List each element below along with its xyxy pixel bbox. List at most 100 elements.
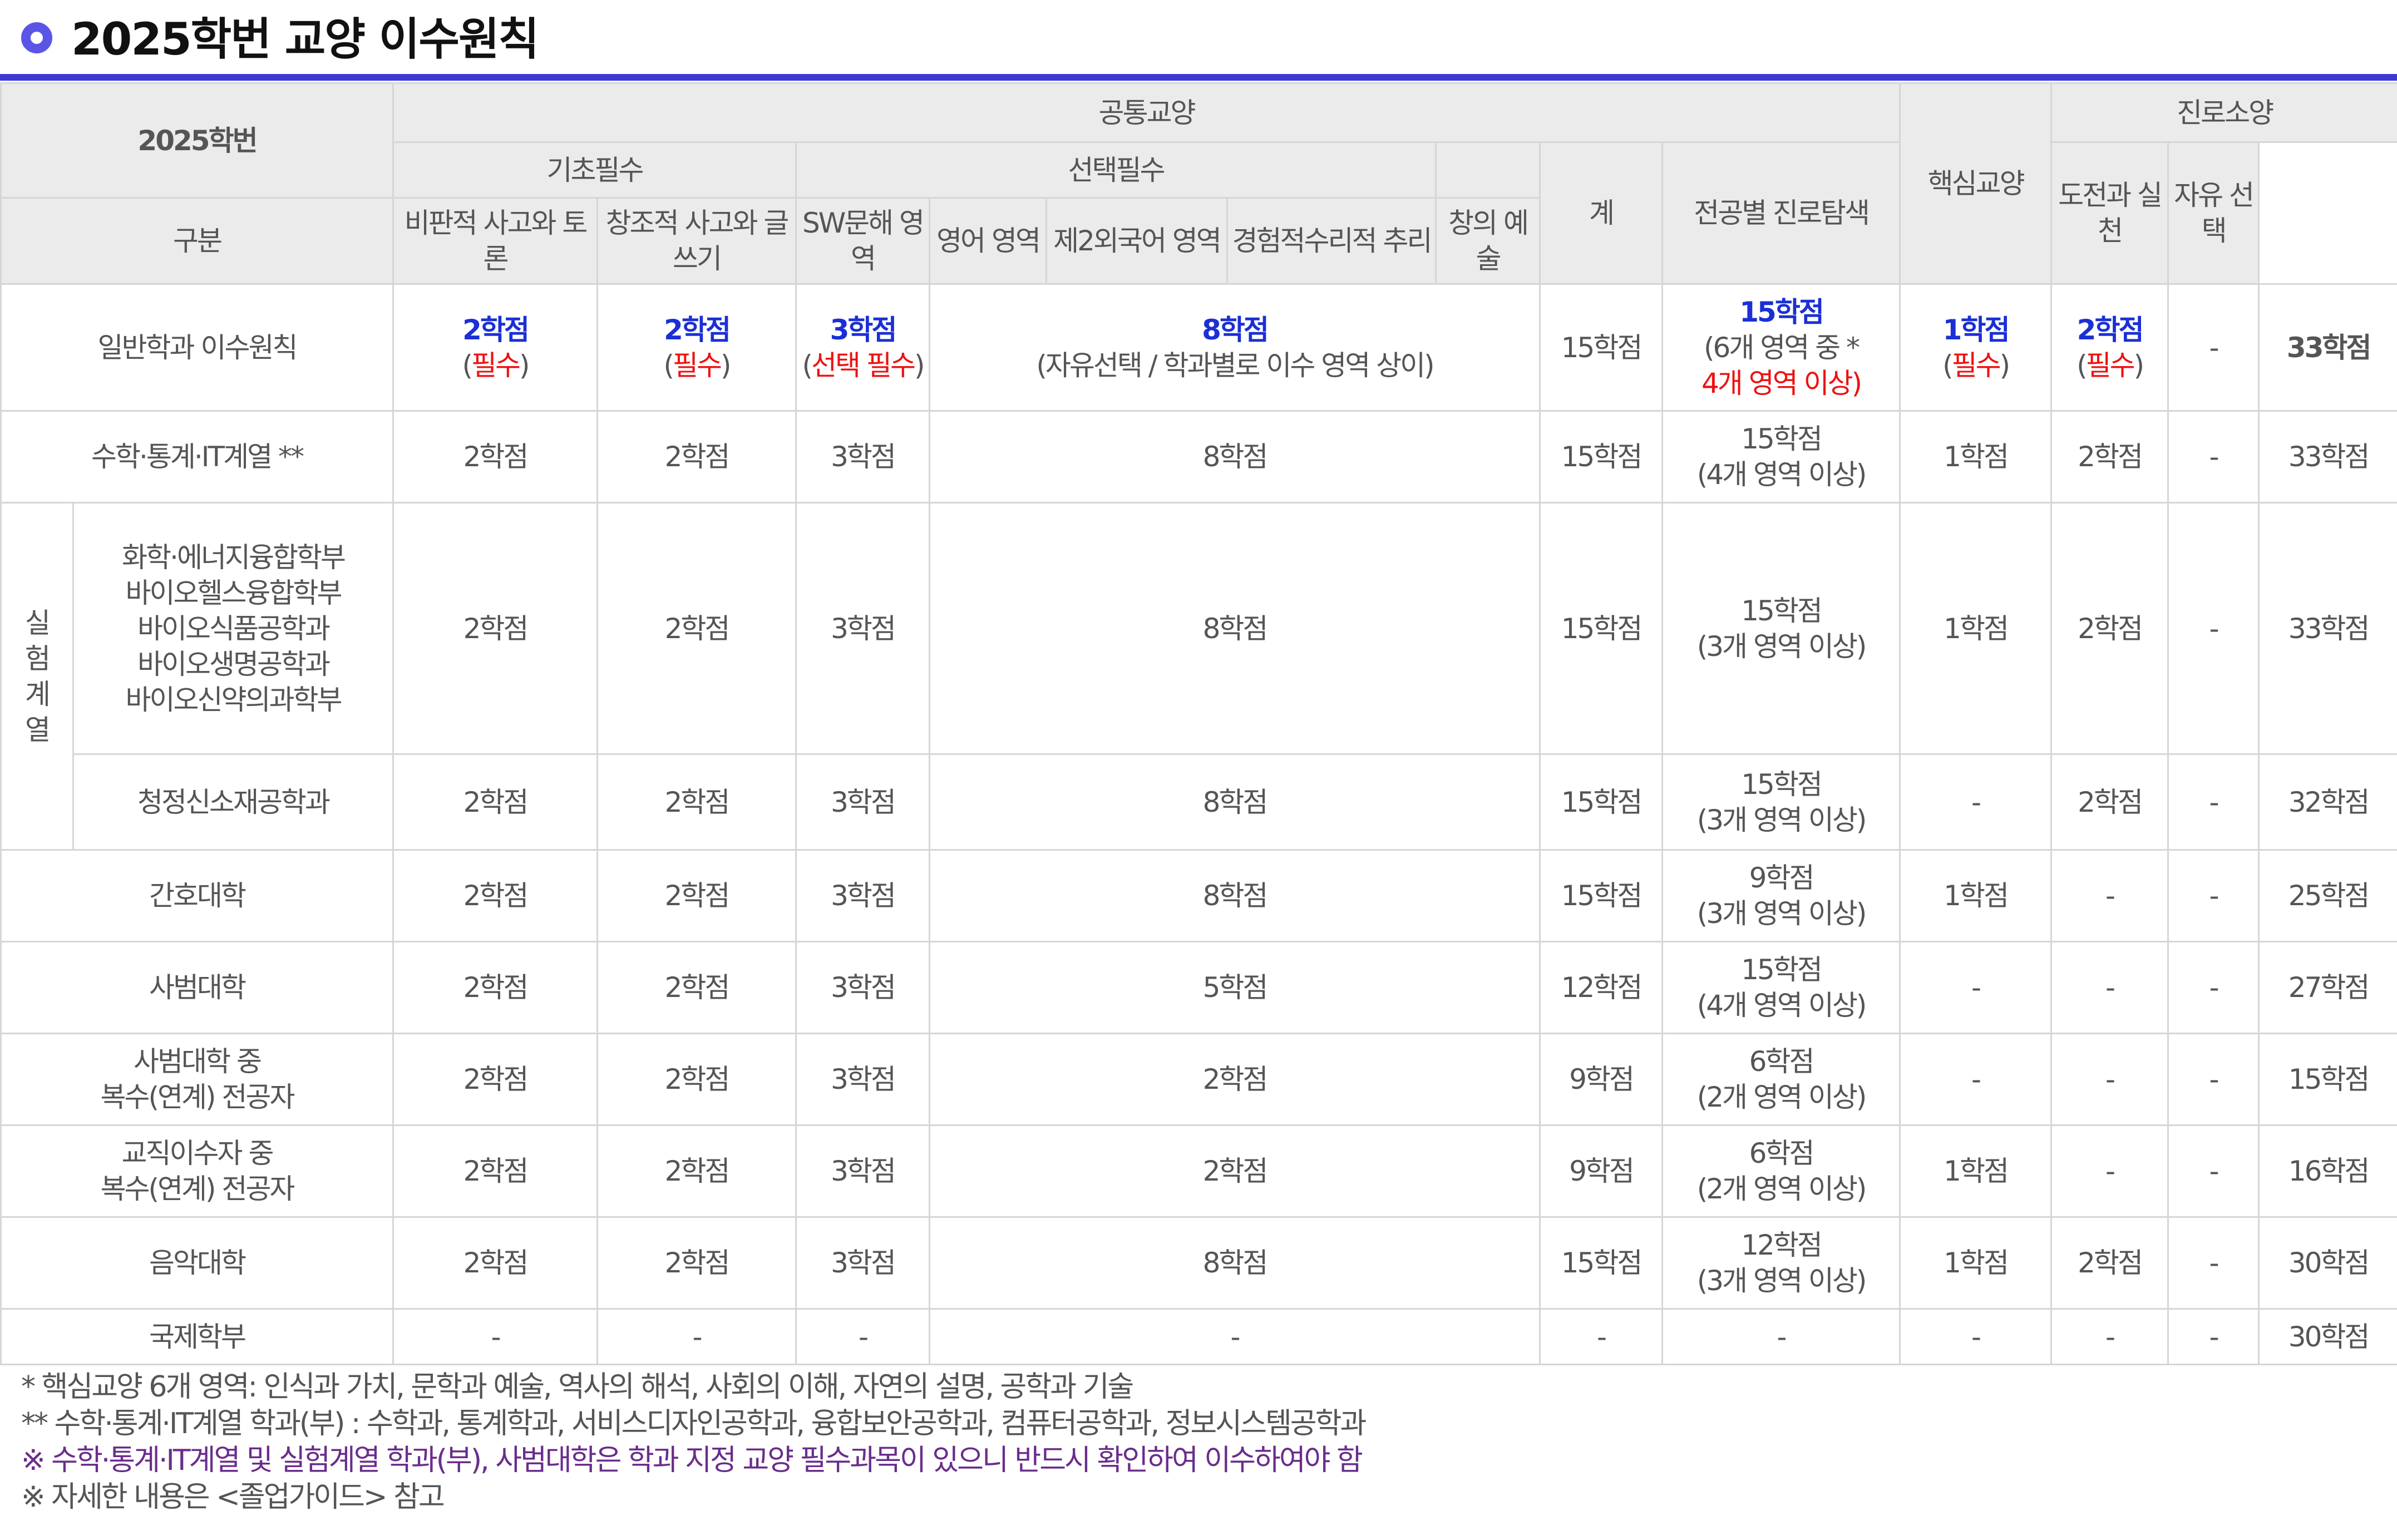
table-row: 사범대학 2학점 2학점 3학점 5학점 12학점 15학점 (4개 영역 이상)… <box>0 941 2397 1034</box>
cell-core: 15학점 (4개 영역 이상) <box>1661 410 1901 504</box>
header-subtotal: 계 <box>1539 141 1664 285</box>
cell-free: - <box>2167 283 2260 412</box>
cell-critical: - <box>392 1308 599 1365</box>
cell-creative: 2학점 <box>596 410 797 504</box>
cell-elective: 8학점 <box>929 849 1541 942</box>
cell-subtotal: - <box>1539 1308 1664 1365</box>
header-common: 공통교양 <box>392 82 1901 143</box>
header-year: 2025학번 <box>0 82 394 199</box>
cell-critical: 2학점 <box>392 941 599 1034</box>
cell-creative: 2학점 <box>596 941 797 1034</box>
cell-explore: 1학점 <box>1899 410 2053 504</box>
cell-total: 33학점 <box>2258 283 2397 412</box>
cell-free: - <box>2167 1124 2260 1218</box>
header-art: 창의 예술 <box>1435 197 1541 285</box>
cell-explore: - <box>1899 1308 2053 1365</box>
table-row: 일반학과 이수원칙 2학점 (필수) 2학점 (필수) 3학점 (선택 필수) 8학점… <box>0 283 2397 412</box>
footnote-core-areas: * 핵심교양 6개 영역: 인식과 가치, 문학과 예술, 역사의 해석, 사회… <box>21 1370 1134 1404</box>
cell-free: - <box>2167 1033 2260 1126</box>
table-row: 실험계열 화학·에너지융합학부 바이오헬스융합학부 바이오식품공학과 바이오생명… <box>0 502 2397 851</box>
header-second-lang: 제2외국어 영역 <box>1045 197 1229 285</box>
cell-sw: - <box>795 1308 931 1365</box>
title-divider <box>0 74 2397 81</box>
cell-critical: 2학점 <box>392 1216 599 1310</box>
cell-free: - <box>2167 849 2260 942</box>
cell-elective: 2학점 <box>929 1124 1541 1218</box>
footnotes: * 핵심교양 6개 영역: 인식과 가치, 문학과 예술, 역사의 해석, 사회… <box>21 1369 2358 1516</box>
cell-core: 6학점 (2개 영역 이상) <box>1661 1124 1901 1218</box>
cell-subtotal: 15학점 <box>1539 283 1664 412</box>
cell-critical: 2학점 <box>392 1124 599 1218</box>
cell-total: 16학점 <box>2258 1124 2397 1218</box>
row-name: 청정신소재공학과 <box>72 753 394 851</box>
title-bar: 2025학번 교양 이수원칙 <box>0 0 2397 83</box>
cell-core: - <box>1661 1308 1901 1365</box>
cell-creative: 2학점 (필수) <box>596 283 797 412</box>
header-challenge: 도전과 실천 <box>2050 141 2169 285</box>
row-name: 일반학과 이수원칙 <box>0 283 394 412</box>
cell-elective: 8학점 (자유선택 / 학과별로 이수 영역 상이) <box>929 283 1541 412</box>
cell-sw: 3학점 <box>795 1216 931 1310</box>
footnote-required-warning: ※ 수학·통계·IT계열 및 실험계열 학과(부), 사범대학은 학과 지정 교… <box>21 1444 1363 1477</box>
header-elective-required: 선택필수 <box>795 141 1437 199</box>
cell-explore: 1학점 <box>1899 1216 2053 1310</box>
cell-explore: 1학점 <box>1899 849 2053 942</box>
table-row: 수학·통계·IT계열 ** 2학점 2학점 3학점 8학점 15학점 15학점(… <box>0 410 2397 504</box>
cell-elective: 8학점 <box>929 753 1541 851</box>
cell-elective: - <box>929 1308 1541 1365</box>
cell-total: 30학점 <box>2258 1216 2397 1310</box>
cell-free: - <box>2167 502 2260 755</box>
header-free: 자유 선택 <box>2167 141 2260 285</box>
cell-free: - <box>2167 1308 2260 1365</box>
row-name: 사범대학 중 복수(연계) 전공자 <box>0 1033 394 1126</box>
cell-subtotal: 15학점 <box>1539 502 1664 755</box>
cell-challenge: - <box>2050 1308 2169 1365</box>
cell-elective: 5학점 <box>929 941 1541 1034</box>
cell-total: 33학점 <box>2258 502 2397 755</box>
cell-total: 32학점 <box>2258 753 2397 851</box>
cell-challenge: - <box>2050 1124 2169 1218</box>
header-sw: SW문해 영역 <box>795 197 931 285</box>
cell-critical: 2학점 (필수) <box>392 283 599 412</box>
table-row: 국제학부 - - - - - - - - - 30학점 <box>0 1308 2397 1365</box>
header-core: 핵심교양 <box>1899 82 2053 285</box>
cell-core: 12학점 (3개 영역 이상) <box>1661 1216 1901 1310</box>
cell-critical: 2학점 <box>392 502 599 755</box>
cell-core: 9학점 (3개 영역 이상) <box>1661 849 1901 942</box>
cell-explore: - <box>1899 941 2053 1034</box>
cell-total: 25학점 <box>2258 849 2397 942</box>
cell-core: 15학점 (6개 영역 중 * 4개 영역 이상) <box>1661 283 1901 412</box>
cell-sw: 3학점 <box>795 410 931 504</box>
table-row: 간호대학 2학점 2학점 3학점 8학점 15학점 9학점 (3개 영역 이상) … <box>0 849 2397 942</box>
cell-challenge: 2학점 (필수) <box>2050 283 2169 412</box>
header-basic-required: 기초필수 <box>392 141 797 199</box>
ring-bullet-icon <box>21 22 52 53</box>
footnote-math-it-departments: ** 수학·통계·IT계열 학과(부) : 수학과, 통계학과, 서비스디자인공… <box>21 1407 1367 1440</box>
table-row: 음악대학 2학점 2학점 3학점 8학점 15학점 12학점 (3개 영역 이상)… <box>0 1216 2397 1310</box>
cell-free: - <box>2167 941 2260 1034</box>
cell-creative: - <box>596 1308 797 1365</box>
cell-core: 15학점 (3개 영역 이상) <box>1661 753 1901 851</box>
cell-subtotal: 15학점 <box>1539 1216 1664 1310</box>
header-career: 진로소양 <box>2050 82 2397 143</box>
row-name: 수학·통계·IT계열 ** <box>0 410 394 504</box>
cell-elective: 2학점 <box>929 1033 1541 1126</box>
table-row: 청정신소재공학과 2학점 2학점 3학점 8학점 15학점 15학점 (3개 영역… <box>1 753 2397 851</box>
row-name: 교직이수자 중 복수(연계) 전공자 <box>0 1124 394 1218</box>
cell-core: 15학점 (4개 영역 이상) <box>1661 941 1901 1034</box>
cell-sw: 3학점 <box>795 502 931 755</box>
cell-subtotal: 15학점 <box>1539 849 1664 942</box>
cell-total: 30학점 <box>2258 1308 2397 1365</box>
cell-challenge: - <box>2050 941 2169 1034</box>
row-name: 사범대학 <box>0 941 394 1034</box>
cell-critical: 2학점 <box>392 410 599 504</box>
cell-elective: 8학점 <box>929 502 1541 755</box>
cell-challenge: 2학점 <box>2050 410 2169 504</box>
cell-sw: 3학점 (선택 필수) <box>795 283 931 412</box>
table-row: 사범대학 중 복수(연계) 전공자 2학점 2학점 3학점 2학점 9학점 6학점… <box>0 1033 2397 1126</box>
cell-subtotal: 15학점 <box>1539 753 1664 851</box>
cell-elective: 8학점 <box>929 410 1541 504</box>
cell-creative: 2학점 <box>596 1124 797 1218</box>
cell-total: 15학점 <box>2258 1033 2397 1126</box>
cell-challenge: - <box>2050 1033 2169 1126</box>
